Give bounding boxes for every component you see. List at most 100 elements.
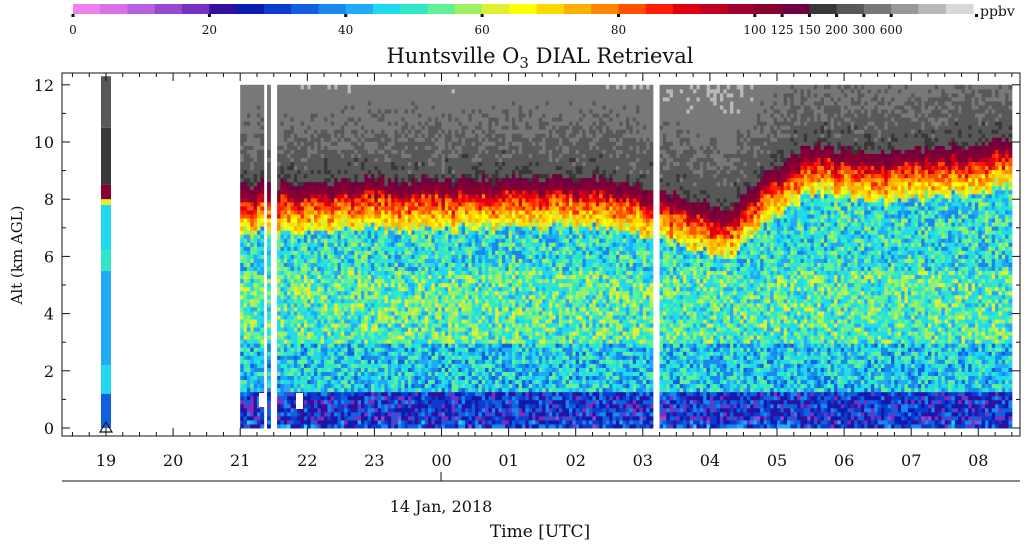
heatmap-cell <box>384 230 389 235</box>
heatmap-cell <box>428 282 432 288</box>
heatmap-cell <box>290 205 295 211</box>
heatmap-cell <box>444 415 449 421</box>
heatmap-cell <box>283 88 288 94</box>
heatmap-cell <box>367 169 372 175</box>
heatmap-cell <box>287 169 292 175</box>
heatmap-cell <box>300 415 305 421</box>
heatmap-cell <box>360 411 365 417</box>
heatmap-cell <box>253 327 258 332</box>
heatmap-cell <box>320 383 325 389</box>
heatmap-cell <box>283 294 288 300</box>
heatmap-cell <box>250 347 255 352</box>
heatmap-cell <box>243 411 248 417</box>
heatmap-cell <box>411 214 416 219</box>
heatmap-cell <box>297 181 302 187</box>
heatmap-cell <box>293 109 298 114</box>
heatmap-cell <box>293 343 298 348</box>
heatmap-cell <box>434 331 439 336</box>
heatmap-cell <box>293 266 298 272</box>
heatmap-cell <box>394 209 399 215</box>
heatmap-cell <box>256 318 261 324</box>
heatmap-cell <box>377 391 382 397</box>
heatmap-cell <box>384 197 389 203</box>
heatmap-cell <box>421 302 426 308</box>
heatmap-cell <box>371 137 375 142</box>
heatmap-cell <box>350 298 355 304</box>
heatmap-cell <box>280 92 285 98</box>
heatmap-cell <box>434 306 439 312</box>
heatmap-cell <box>438 205 442 211</box>
heatmap-cell <box>330 153 335 158</box>
heatmap-cell <box>330 318 335 324</box>
heatmap-cell <box>287 274 292 280</box>
heatmap-cell <box>337 318 342 324</box>
heatmap-cell <box>401 323 406 328</box>
heatmap-cell <box>381 201 385 207</box>
colorbar-swatch <box>673 4 701 14</box>
heatmap-cell <box>337 383 342 389</box>
heatmap-cell <box>283 121 288 126</box>
heatmap-cell <box>310 125 315 130</box>
heatmap-cell <box>243 331 248 336</box>
heatmap-cell <box>293 185 298 191</box>
heatmap-cell <box>397 222 402 227</box>
heatmap-cell <box>290 197 295 203</box>
heatmap-cell <box>428 411 432 417</box>
heatmap-cell <box>431 419 436 425</box>
heatmap-cell <box>290 298 295 304</box>
heatmap-cell <box>371 193 375 199</box>
heatmap-cell <box>418 109 422 114</box>
heatmap-cell <box>293 141 298 146</box>
heatmap-cell <box>324 218 328 223</box>
heatmap-cell <box>407 161 412 167</box>
heatmap-cell <box>428 294 432 300</box>
heatmap-cell <box>267 274 271 280</box>
heatmap-cell <box>350 411 355 417</box>
heatmap-cell <box>344 274 349 280</box>
heatmap-cell <box>310 262 315 267</box>
heatmap-cell <box>253 129 258 134</box>
heatmap-cell <box>441 423 446 429</box>
heatmap-cell <box>384 395 389 401</box>
heatmap-cell <box>246 189 251 195</box>
heatmap-cell <box>324 181 328 187</box>
heatmap-cell <box>250 165 255 171</box>
heatmap-cell <box>357 189 362 195</box>
heatmap-cell <box>407 193 412 199</box>
heatmap-cell <box>310 298 315 304</box>
heatmap-cell <box>387 270 392 276</box>
heatmap-cell <box>428 310 432 316</box>
heatmap-cell <box>401 339 406 344</box>
heatmap-cell <box>438 286 442 292</box>
heatmap-cell <box>371 403 375 409</box>
heatmap-cell <box>374 117 379 122</box>
heatmap-cell <box>243 84 248 90</box>
heatmap-cell <box>367 270 372 276</box>
heatmap-cell <box>290 391 295 397</box>
heatmap-cell <box>324 173 328 179</box>
heatmap-cell <box>330 141 335 146</box>
heatmap-cell <box>431 278 436 284</box>
heatmap-cell <box>327 189 332 195</box>
heatmap-cell <box>243 266 248 272</box>
heatmap-cell <box>314 201 318 207</box>
heatmap-cell <box>314 278 318 284</box>
heatmap-cell <box>377 230 382 235</box>
heatmap-cell <box>330 173 335 179</box>
heatmap-cell <box>337 290 342 296</box>
heatmap-cell <box>300 323 305 328</box>
heatmap-cell <box>404 177 409 183</box>
heatmap-cell <box>394 310 399 316</box>
heatmap-cell <box>280 327 285 332</box>
heatmap-cell <box>397 157 402 163</box>
heatmap-cell <box>287 145 292 150</box>
heatmap-cell <box>404 347 409 352</box>
heatmap-cell <box>330 104 335 110</box>
heatmap-cell <box>354 375 359 381</box>
heatmap-cell <box>367 141 372 146</box>
heatmap-cell <box>307 286 312 292</box>
heatmap-cell <box>377 137 382 142</box>
heatmap-cell <box>364 375 369 381</box>
heatmap-cell <box>267 254 271 259</box>
heatmap-cell <box>441 363 446 368</box>
